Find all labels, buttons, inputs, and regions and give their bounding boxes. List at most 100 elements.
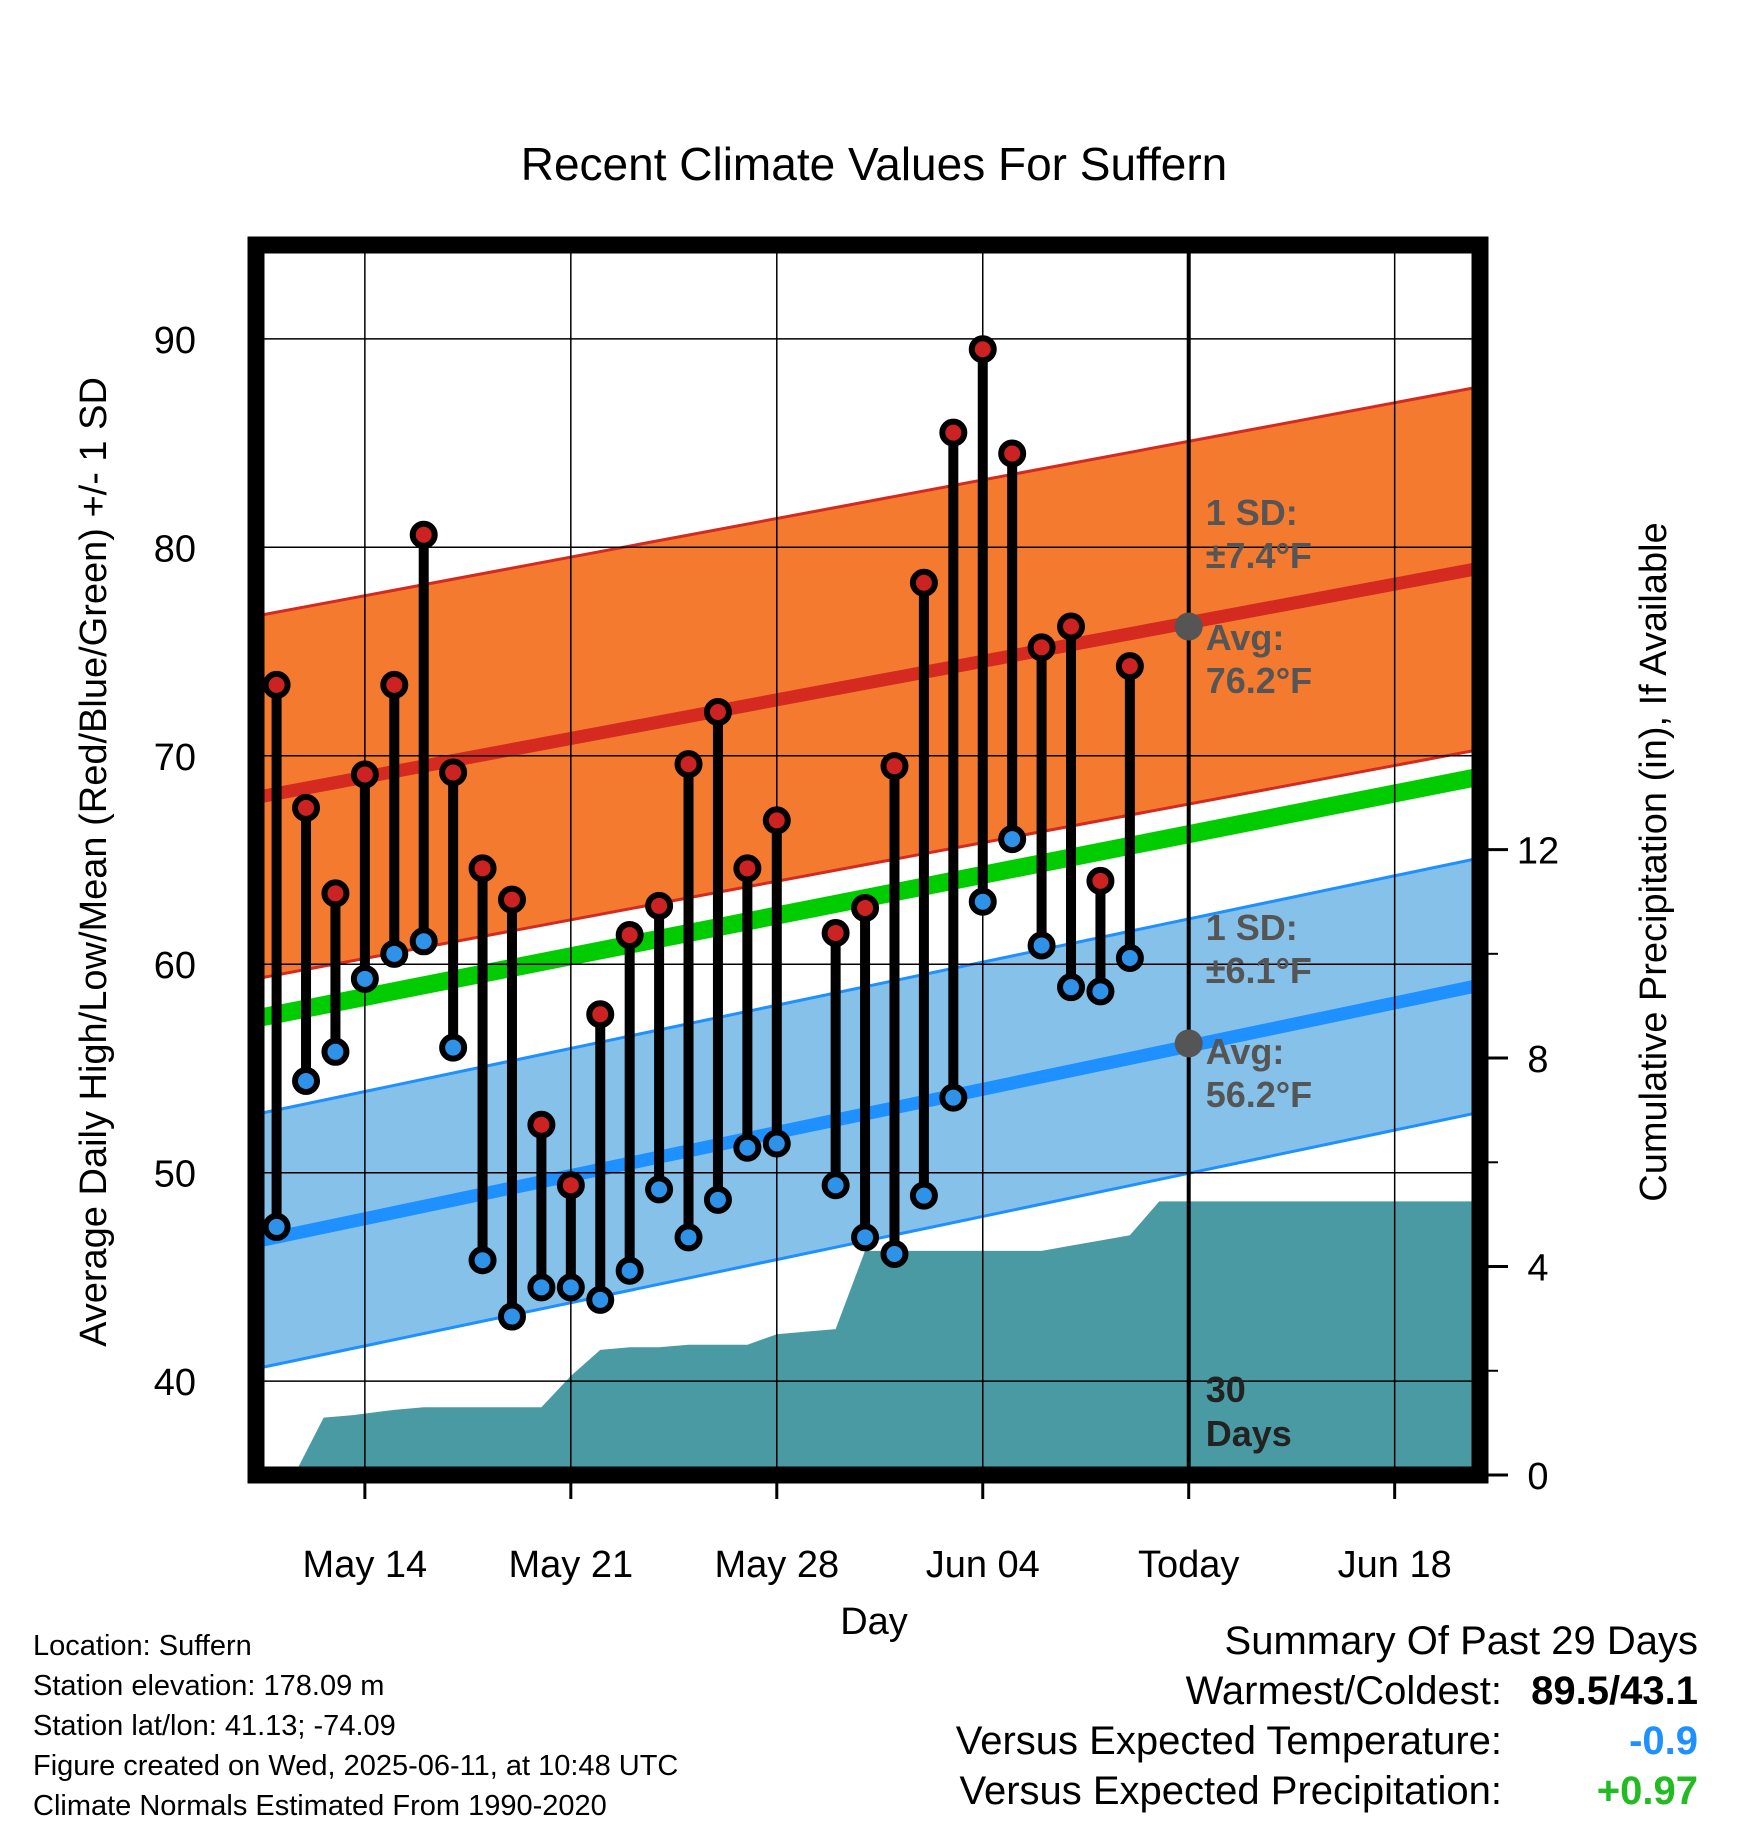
precip-label: Versus Expected Precipitation: — [959, 1769, 1502, 1813]
daily-low-point — [556, 1273, 585, 1302]
today-avg-low-marker — [1174, 1029, 1203, 1058]
daily-low-point — [1057, 973, 1086, 1002]
daily-high-point — [1027, 633, 1056, 662]
summary-temp: Versus Expected Temperature: -0.9 — [956, 1716, 1698, 1766]
daily-low-point — [380, 939, 409, 968]
high-avg-label: Avg: — [1206, 617, 1285, 658]
daily-high-point — [762, 806, 791, 835]
daily-low-point — [674, 1223, 703, 1252]
daily-high-point — [615, 921, 644, 950]
daily-high-point — [409, 520, 438, 549]
y-tick-label: 70 — [154, 737, 196, 779]
days-label: Days — [1206, 1413, 1292, 1454]
summary-precip: Versus Expected Precipitation: +0.97 — [956, 1766, 1698, 1816]
x-axis-title: Day — [840, 1601, 908, 1643]
daily-high-point — [998, 439, 1027, 468]
location-text: Location: Suffern — [33, 1630, 252, 1662]
daily-high-point — [674, 750, 703, 779]
daily-high-point — [380, 670, 409, 699]
daily-low-point — [733, 1133, 762, 1162]
y-tick-label: 40 — [154, 1362, 196, 1404]
y-tick-label: 90 — [154, 320, 196, 362]
normal-high-band-upper-edge — [256, 385, 1480, 618]
daily-low-point — [527, 1273, 556, 1302]
daily-low-point — [350, 964, 379, 993]
low-sd-label: 1 SD: — [1206, 907, 1298, 948]
warm-cold-label: Warmest/Coldest: — [1185, 1669, 1502, 1713]
daily-low-point — [1086, 977, 1115, 1006]
daily-high-point — [556, 1171, 585, 1200]
today-avg-high-marker — [1174, 612, 1203, 641]
y2-tick-label: 12 — [1517, 831, 1559, 873]
daily-high-point — [1115, 652, 1144, 681]
daily-low-point — [851, 1223, 880, 1252]
daily-high-point — [851, 893, 880, 922]
daily-high-point — [880, 752, 909, 781]
daily-high-point — [321, 879, 350, 908]
station-metadata: Location: Suffern Station elevation: 178… — [33, 1626, 678, 1826]
y-axis-title: Average Daily High/Low/Mean (Red/Blue/Gr… — [73, 377, 115, 1347]
daily-low-point — [821, 1171, 850, 1200]
daily-low-point — [321, 1037, 350, 1066]
daily-low-point — [1027, 931, 1056, 960]
latlon-text: Station lat/lon: 41.13; -74.09 — [33, 1710, 396, 1742]
chart-title: Recent Climate Values For Suffern — [521, 138, 1228, 190]
daily-low-point — [409, 927, 438, 956]
daily-low-point — [262, 1212, 291, 1241]
normals-text: Climate Normals Estimated From 1990-2020 — [33, 1790, 607, 1822]
daily-high-point — [1086, 866, 1115, 895]
daily-low-point — [292, 1066, 321, 1095]
daily-low-point — [439, 1033, 468, 1062]
y-tick-label: 80 — [154, 528, 196, 570]
temp-value: -0.9 — [1629, 1719, 1698, 1763]
precip-value: +0.97 — [1596, 1769, 1698, 1813]
y-tick-label: 60 — [154, 945, 196, 987]
daily-high-point — [968, 335, 997, 364]
x-tick-label: May 28 — [714, 1544, 839, 1586]
warm-cold-value: 89.5/43.1 — [1531, 1669, 1698, 1713]
daily-low-point — [909, 1181, 938, 1210]
daily-high-point — [350, 760, 379, 789]
temp-label: Versus Expected Temperature: — [955, 1719, 1502, 1763]
daily-low-point — [998, 825, 1027, 854]
y2-tick-label: 0 — [1527, 1456, 1548, 1498]
created-text: Figure created on Wed, 2025-06-11, at 10… — [33, 1750, 679, 1782]
daily-low-point — [497, 1302, 526, 1331]
daily-high-point — [821, 918, 850, 947]
daily-high-point — [909, 568, 938, 597]
high-sd-value: ±7.4°F — [1206, 535, 1312, 576]
days-count: 30 — [1206, 1369, 1246, 1410]
elevation-text: Station elevation: 178.09 m — [33, 1670, 385, 1702]
x-tick-label: Today — [1138, 1544, 1239, 1586]
daily-high-point — [292, 793, 321, 822]
daily-high-point — [733, 854, 762, 883]
daily-high-point — [468, 854, 497, 883]
daily-high-point — [527, 1110, 556, 1139]
low-avg-value: 56.2°F — [1206, 1074, 1312, 1115]
normal-high-line — [256, 561, 1480, 804]
daily-low-point — [939, 1083, 968, 1112]
daily-high-point — [939, 418, 968, 447]
daily-low-point — [968, 887, 997, 916]
plot-frame — [247, 236, 1489, 1484]
daily-low-point — [586, 1285, 615, 1314]
daily-low-point — [468, 1246, 497, 1275]
daily-low-point — [880, 1240, 909, 1269]
x-tick-label: May 14 — [303, 1544, 428, 1586]
y2-tick-label: 4 — [1527, 1248, 1548, 1290]
x-tick-label: Jun 04 — [926, 1544, 1040, 1586]
low-avg-label: Avg: — [1206, 1031, 1285, 1072]
normal-high-band-lower-edge — [256, 748, 1480, 981]
daily-low-point — [703, 1185, 732, 1214]
summary-heading: Summary Of Past 29 Days — [1224, 1619, 1698, 1663]
daily-high-point — [497, 885, 526, 914]
daily-low-point — [1115, 943, 1144, 972]
high-avg-value: 76.2°F — [1206, 660, 1312, 701]
y-tick-label: 50 — [154, 1154, 196, 1196]
high-sd-label: 1 SD: — [1206, 492, 1298, 533]
daily-high-point — [439, 758, 468, 787]
y2-tick-label: 8 — [1527, 1039, 1548, 1081]
daily-high-point — [703, 697, 732, 726]
